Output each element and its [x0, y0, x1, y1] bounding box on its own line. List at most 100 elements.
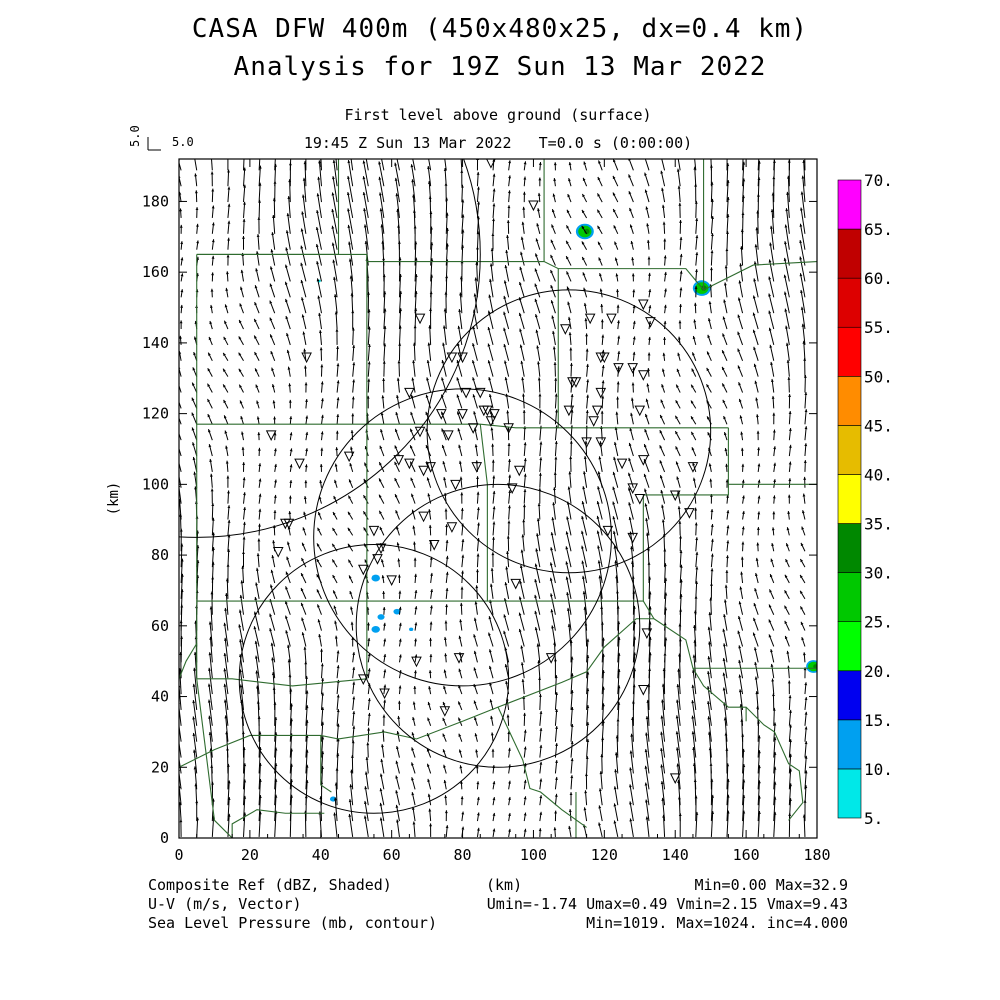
wind-vector-head — [645, 518, 649, 522]
wind-vector-head — [349, 463, 353, 467]
wind-vector — [752, 312, 759, 330]
wind-vector — [599, 272, 603, 282]
wind-vector-shaft — [491, 248, 494, 266]
wind-vector-head — [443, 477, 447, 481]
wind-vector — [597, 193, 603, 203]
wind-vector — [351, 396, 355, 409]
wind-vector — [414, 573, 418, 584]
wind-vector-shaft — [258, 762, 261, 790]
wind-vector — [742, 159, 744, 171]
wind-vector — [211, 239, 215, 250]
wind-vector-head — [179, 208, 183, 212]
wind-vector-shaft — [179, 703, 182, 726]
wind-vector-shaft — [570, 690, 573, 711]
wind-vector — [582, 177, 588, 187]
wind-vector-head — [598, 456, 602, 460]
wind-vector-head — [629, 427, 633, 432]
wind-vector-head — [520, 645, 524, 649]
wind-vector-shaft — [398, 308, 402, 330]
wind-vector-shaft — [742, 178, 745, 203]
wind-vector — [333, 495, 338, 504]
wind-vector — [350, 621, 354, 631]
wind-vector — [256, 400, 260, 409]
wind-vector-head — [180, 289, 184, 293]
wind-vector — [445, 825, 449, 837]
wind-vector — [660, 715, 666, 742]
wind-vector-shaft — [645, 749, 650, 774]
wind-vector — [741, 526, 745, 536]
wind-vector — [272, 400, 276, 409]
wind-vector — [691, 731, 697, 758]
wind-vector — [503, 280, 510, 298]
wind-vector-shaft — [677, 159, 681, 171]
wind-vector — [708, 641, 712, 663]
wind-vector-shaft — [179, 769, 182, 790]
wind-vector-head — [613, 545, 617, 549]
wind-vector-head — [550, 593, 553, 597]
wind-vector — [629, 801, 634, 822]
wind-vector-head — [738, 601, 742, 605]
wind-vector — [508, 160, 512, 171]
wind-vector-head — [207, 414, 211, 418]
wind-vector-shaft — [586, 705, 589, 726]
wind-vector-head — [675, 715, 679, 719]
wind-vector-head — [410, 428, 413, 432]
wind-vector — [460, 169, 464, 187]
wind-vector-head — [445, 604, 449, 608]
wind-vector — [414, 622, 418, 631]
wind-vector — [755, 397, 759, 409]
wind-vector — [284, 281, 291, 298]
wind-vector-head — [518, 596, 522, 600]
wind-vector — [772, 707, 776, 726]
wind-vector-head — [507, 747, 511, 751]
wind-vector — [737, 348, 744, 361]
wind-vector-shaft — [412, 194, 416, 218]
wind-vector-shaft — [614, 560, 619, 584]
wind-vector-head — [476, 796, 480, 800]
wind-vector-shaft — [586, 654, 589, 679]
wind-vector-head — [239, 400, 243, 404]
wind-vector-head — [534, 268, 538, 272]
wind-vector — [461, 811, 465, 822]
wind-vector — [521, 534, 525, 552]
wind-vector-shaft — [317, 193, 322, 219]
wind-vector-head — [601, 349, 605, 353]
wind-vector-head — [238, 336, 242, 340]
wind-vector — [537, 361, 541, 377]
wind-vector-shaft — [258, 165, 261, 187]
wind-vector-head — [475, 765, 479, 769]
wind-vector-shaft — [211, 159, 213, 171]
wind-vector — [506, 535, 510, 552]
wind-vector — [582, 272, 588, 282]
wind-vector-head — [316, 210, 319, 214]
wind-vector — [336, 397, 340, 409]
wind-vector-head — [274, 479, 277, 483]
wind-vector — [383, 343, 387, 361]
wind-vector — [304, 661, 308, 679]
wind-vector-head — [597, 177, 601, 181]
wind-vector-head — [644, 765, 648, 769]
wind-vector-shaft — [317, 295, 322, 314]
wind-vector-shaft — [599, 575, 603, 599]
wind-vector — [347, 175, 354, 203]
wind-vector-shaft — [710, 811, 714, 837]
wind-vector-head — [753, 647, 757, 651]
wind-vector-head — [598, 241, 601, 245]
wind-vector — [429, 654, 433, 663]
wind-vector-shaft — [274, 747, 277, 774]
wind-vector-shaft — [396, 208, 400, 234]
wind-vector — [617, 320, 620, 330]
wind-vector-shaft — [289, 159, 292, 171]
wind-vector-shaft — [489, 278, 494, 298]
wind-vector-head — [523, 812, 527, 816]
wind-vector — [597, 560, 603, 584]
wind-vector-head — [648, 336, 651, 340]
wind-vector — [601, 380, 605, 393]
wind-vector-shaft — [271, 657, 276, 679]
wind-vector — [660, 747, 666, 774]
wind-vector-head — [536, 223, 540, 227]
wind-vector — [429, 605, 433, 615]
wind-vector — [632, 305, 636, 314]
wind-vector-head — [753, 261, 757, 265]
wind-vector — [271, 367, 276, 377]
